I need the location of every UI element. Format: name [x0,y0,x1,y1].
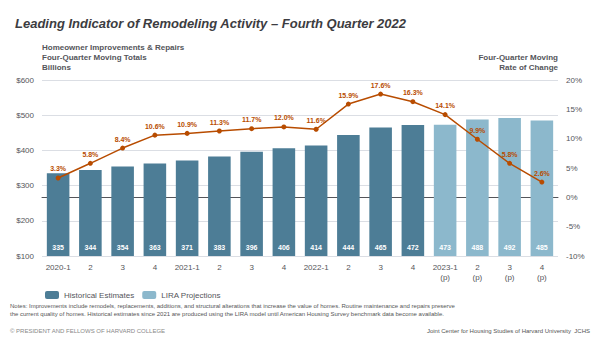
svg-text:17.6%: 17.6% [371,82,392,89]
svg-text:Billions: Billions [42,63,71,72]
svg-text:488: 488 [472,244,484,251]
svg-text:2: 2 [346,263,351,272]
svg-text:2023-1: 2023-1 [433,263,458,272]
svg-text:(p): (p) [537,273,547,282]
svg-text:11.3%: 11.3% [210,119,230,126]
svg-text:492: 492 [504,244,516,251]
svg-text:14.1%: 14.1% [435,102,456,109]
svg-text:(p): (p) [505,273,515,282]
svg-text:3: 3 [249,263,254,272]
svg-text:354: 354 [117,244,129,251]
svg-text:the current quality of homes.: the current quality of homes. Historical… [10,311,444,317]
svg-text:5%: 5% [566,164,578,173]
svg-text:(p): (p) [440,273,450,282]
svg-text:$500: $500 [16,111,34,120]
svg-text:Rate of Change: Rate of Change [499,63,558,72]
svg-text:Four-Quarter Moving: Four-Quarter Moving [478,53,558,62]
svg-text:Notes: Improvements include re: Notes: Improvements include remodels, re… [10,303,456,309]
svg-text:-10%: -10% [566,252,585,261]
svg-text:Homeowner Improvements & Repai: Homeowner Improvements & Repairs [42,43,185,52]
svg-text:2022-1: 2022-1 [304,263,329,272]
svg-text:$400: $400 [16,146,34,155]
svg-text:(p): (p) [472,273,482,282]
svg-text:15.9%: 15.9% [338,92,359,99]
svg-text:344: 344 [85,244,97,251]
svg-text:Joint Center for Housing Studi: Joint Center for Housing Studies of Harv… [427,328,590,334]
svg-text:Four-Quarter Moving Totals: Four-Quarter Moving Totals [42,53,147,62]
svg-text:3.3%: 3.3% [50,165,67,172]
svg-text:3: 3 [507,263,512,272]
svg-text:5.8%: 5.8% [502,151,519,158]
svg-text:$300: $300 [16,181,34,190]
svg-text:© PRESIDENT AND FELLOWS OF HAR: © PRESIDENT AND FELLOWS OF HARVARD COLLE… [10,328,165,334]
svg-text:4: 4 [282,263,287,272]
svg-text:406: 406 [278,244,290,251]
svg-text:2: 2 [475,263,480,272]
svg-text:Historical Estimates: Historical Estimates [64,291,134,300]
svg-text:5.8%: 5.8% [82,151,99,158]
svg-text:2: 2 [217,263,222,272]
svg-text:363: 363 [149,244,161,251]
svg-text:$200: $200 [16,216,34,225]
svg-text:10%: 10% [566,134,582,143]
svg-text:15%: 15% [566,105,582,114]
svg-text:20%: 20% [566,76,582,85]
svg-text:$100: $100 [16,252,34,261]
svg-text:485: 485 [536,244,548,251]
svg-text:11.6%: 11.6% [306,117,326,124]
svg-text:2020-1: 2020-1 [46,263,71,272]
svg-text:3: 3 [378,263,383,272]
svg-text:2.6%: 2.6% [534,170,551,177]
svg-text:4: 4 [411,263,416,272]
svg-text:396: 396 [246,244,258,251]
svg-text:465: 465 [375,244,387,251]
svg-text:16.3%: 16.3% [403,89,424,96]
svg-text:444: 444 [343,244,355,251]
svg-text:2021-1: 2021-1 [175,263,200,272]
svg-text:LIRA Projections: LIRA Projections [161,291,220,300]
svg-text:$600: $600 [16,76,34,85]
svg-text:473: 473 [439,244,451,251]
svg-text:10.6%: 10.6% [145,123,166,130]
svg-text:4: 4 [540,263,545,272]
svg-text:0%: 0% [566,193,578,202]
svg-text:11.7%: 11.7% [242,116,262,123]
svg-text:9.9%: 9.9% [469,127,486,134]
svg-text:4: 4 [153,263,158,272]
svg-text:10.9%: 10.9% [177,121,198,128]
svg-text:-5%: -5% [566,222,580,231]
svg-text:472: 472 [407,244,419,251]
svg-text:8.4%: 8.4% [115,136,132,143]
svg-text:3: 3 [120,263,125,272]
svg-text:383: 383 [214,244,226,251]
svg-text:Leading Indicator of Remodelin: Leading Indicator of Remodeling Activity… [15,16,407,31]
svg-text:414: 414 [310,244,322,251]
svg-text:371: 371 [181,244,193,251]
svg-text:2: 2 [88,263,93,272]
svg-text:12.0%: 12.0% [274,114,295,121]
svg-text:335: 335 [52,244,64,251]
